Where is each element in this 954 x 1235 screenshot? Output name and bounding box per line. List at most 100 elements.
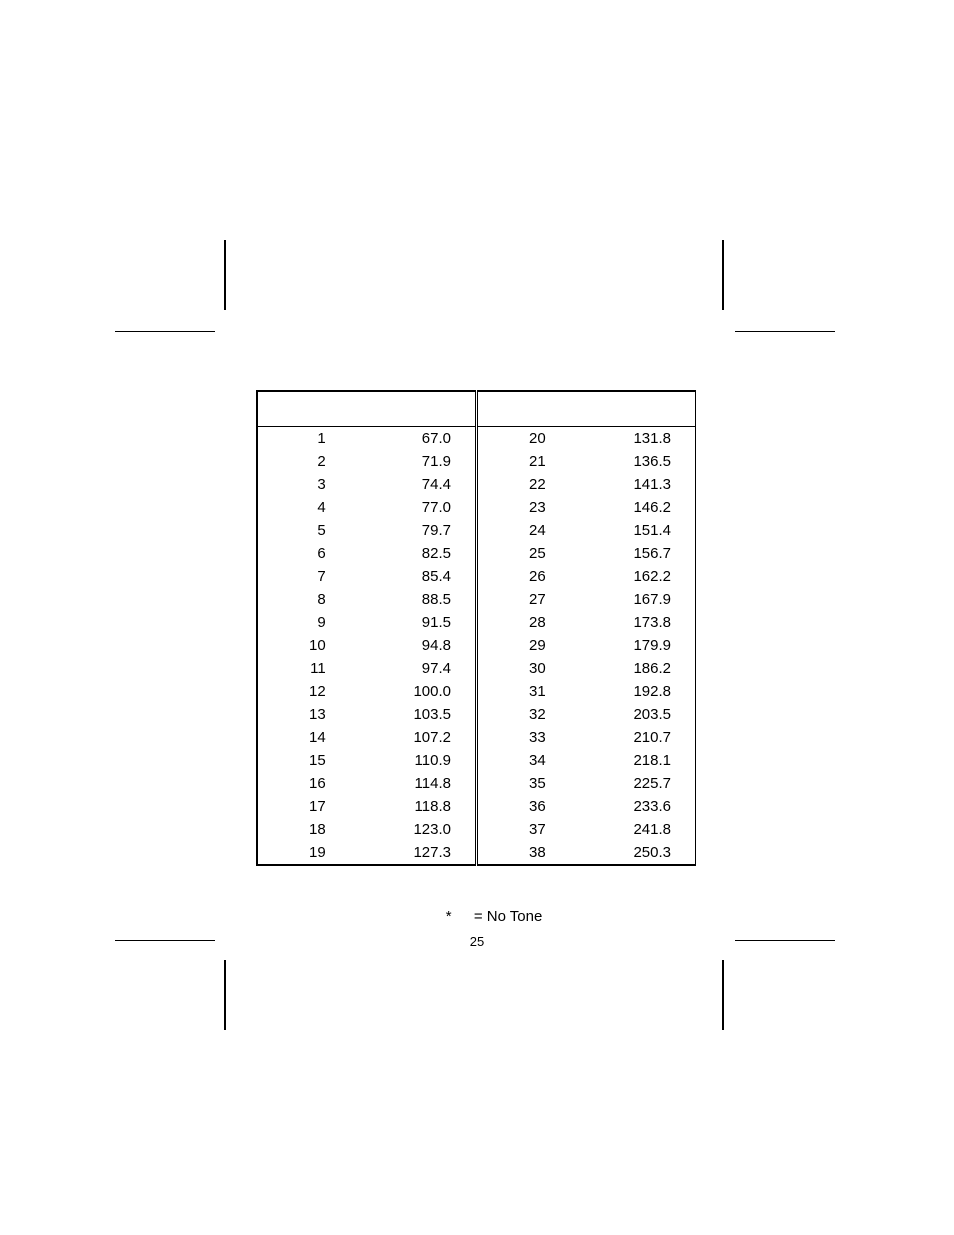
footnote: * = No Tone	[0, 908, 954, 925]
table-cell: 74.4	[354, 473, 477, 496]
table-cell: 192.8	[574, 680, 696, 703]
table-row: 271.921136.5	[257, 450, 696, 473]
table-cell: 107.2	[354, 726, 477, 749]
table-cell: 25	[476, 542, 573, 565]
table-cell: 19	[257, 841, 354, 865]
table-cell: 28	[476, 611, 573, 634]
table-cell: 13	[257, 703, 354, 726]
table-cell: 218.1	[574, 749, 696, 772]
table-row: 19127.338250.3	[257, 841, 696, 865]
table-cell: 167.9	[574, 588, 696, 611]
table-cell: 91.5	[354, 611, 477, 634]
table-cell: 210.7	[574, 726, 696, 749]
table-cell: 225.7	[574, 772, 696, 795]
table-row: 374.422141.3	[257, 473, 696, 496]
table-row: 17118.836233.6	[257, 795, 696, 818]
header-cell	[476, 391, 573, 427]
table-cell: 179.9	[574, 634, 696, 657]
table-row: 1197.430186.2	[257, 657, 696, 680]
table-cell: 241.8	[574, 818, 696, 841]
table-cell: 162.2	[574, 565, 696, 588]
header-cell	[354, 391, 477, 427]
table-cell: 123.0	[354, 818, 477, 841]
crop-mark-bl-v	[224, 960, 226, 1030]
table-cell: 31	[476, 680, 573, 703]
table-row: 1094.829179.9	[257, 634, 696, 657]
table-cell: 141.3	[574, 473, 696, 496]
table-cell: 35	[476, 772, 573, 795]
table-cell: 30	[476, 657, 573, 680]
table-cell: 29	[476, 634, 573, 657]
table-cell: 10	[257, 634, 354, 657]
table-row: 888.527167.9	[257, 588, 696, 611]
table-row: 167.020131.8	[257, 427, 696, 451]
table-cell: 151.4	[574, 519, 696, 542]
header-cell	[257, 391, 354, 427]
table-cell: 21	[476, 450, 573, 473]
table-cell: 77.0	[354, 496, 477, 519]
page-number: 25	[0, 934, 954, 949]
table-cell: 37	[476, 818, 573, 841]
table-cell: 32	[476, 703, 573, 726]
table-cell: 103.5	[354, 703, 477, 726]
footnote-symbol: *	[412, 908, 470, 925]
table-cell: 88.5	[354, 588, 477, 611]
table-cell: 110.9	[354, 749, 477, 772]
table-cell: 82.5	[354, 542, 477, 565]
crop-mark-tr-h	[735, 331, 835, 332]
table-cell: 33	[476, 726, 573, 749]
table-cell: 27	[476, 588, 573, 611]
table-cell: 34	[476, 749, 573, 772]
table-cell: 114.8	[354, 772, 477, 795]
table-cell: 16	[257, 772, 354, 795]
table-cell: 17	[257, 795, 354, 818]
table-row: 16114.835225.7	[257, 772, 696, 795]
table-cell: 136.5	[574, 450, 696, 473]
table-cell: 2	[257, 450, 354, 473]
table-cell: 79.7	[354, 519, 477, 542]
table-header-row	[257, 391, 696, 427]
table-cell: 186.2	[574, 657, 696, 680]
crop-mark-tr-v	[722, 240, 724, 310]
table-cell: 233.6	[574, 795, 696, 818]
table-row: 477.023146.2	[257, 496, 696, 519]
table-cell: 1	[257, 427, 354, 451]
crop-mark-br-v	[722, 960, 724, 1030]
table-cell: 156.7	[574, 542, 696, 565]
table-row: 18123.037241.8	[257, 818, 696, 841]
table-cell: 67.0	[354, 427, 477, 451]
table-cell: 23	[476, 496, 573, 519]
table-cell: 15	[257, 749, 354, 772]
footnote-text: = No Tone	[474, 908, 543, 925]
table-body: 167.020131.8271.921136.5374.422141.3477.…	[257, 427, 696, 866]
crop-mark-tl-v	[224, 240, 226, 310]
table-cell: 85.4	[354, 565, 477, 588]
table-row: 579.724151.4	[257, 519, 696, 542]
table-cell: 8	[257, 588, 354, 611]
table-cell: 4	[257, 496, 354, 519]
table-row: 991.528173.8	[257, 611, 696, 634]
table-cell: 9	[257, 611, 354, 634]
table-cell: 5	[257, 519, 354, 542]
data-table: 167.020131.8271.921136.5374.422141.3477.…	[256, 390, 696, 866]
header-cell	[574, 391, 696, 427]
table-cell: 203.5	[574, 703, 696, 726]
table-cell: 146.2	[574, 496, 696, 519]
table-cell: 20	[476, 427, 573, 451]
table-cell: 22	[476, 473, 573, 496]
table-cell: 7	[257, 565, 354, 588]
table-cell: 38	[476, 841, 573, 865]
table-cell: 127.3	[354, 841, 477, 865]
table-cell: 24	[476, 519, 573, 542]
table-cell: 100.0	[354, 680, 477, 703]
table-row: 15110.934218.1	[257, 749, 696, 772]
table-cell: 26	[476, 565, 573, 588]
table-cell: 173.8	[574, 611, 696, 634]
table-cell: 36	[476, 795, 573, 818]
table-row: 785.426162.2	[257, 565, 696, 588]
table-cell: 11	[257, 657, 354, 680]
table-cell: 118.8	[354, 795, 477, 818]
table-cell: 6	[257, 542, 354, 565]
table-cell: 14	[257, 726, 354, 749]
table-cell: 71.9	[354, 450, 477, 473]
